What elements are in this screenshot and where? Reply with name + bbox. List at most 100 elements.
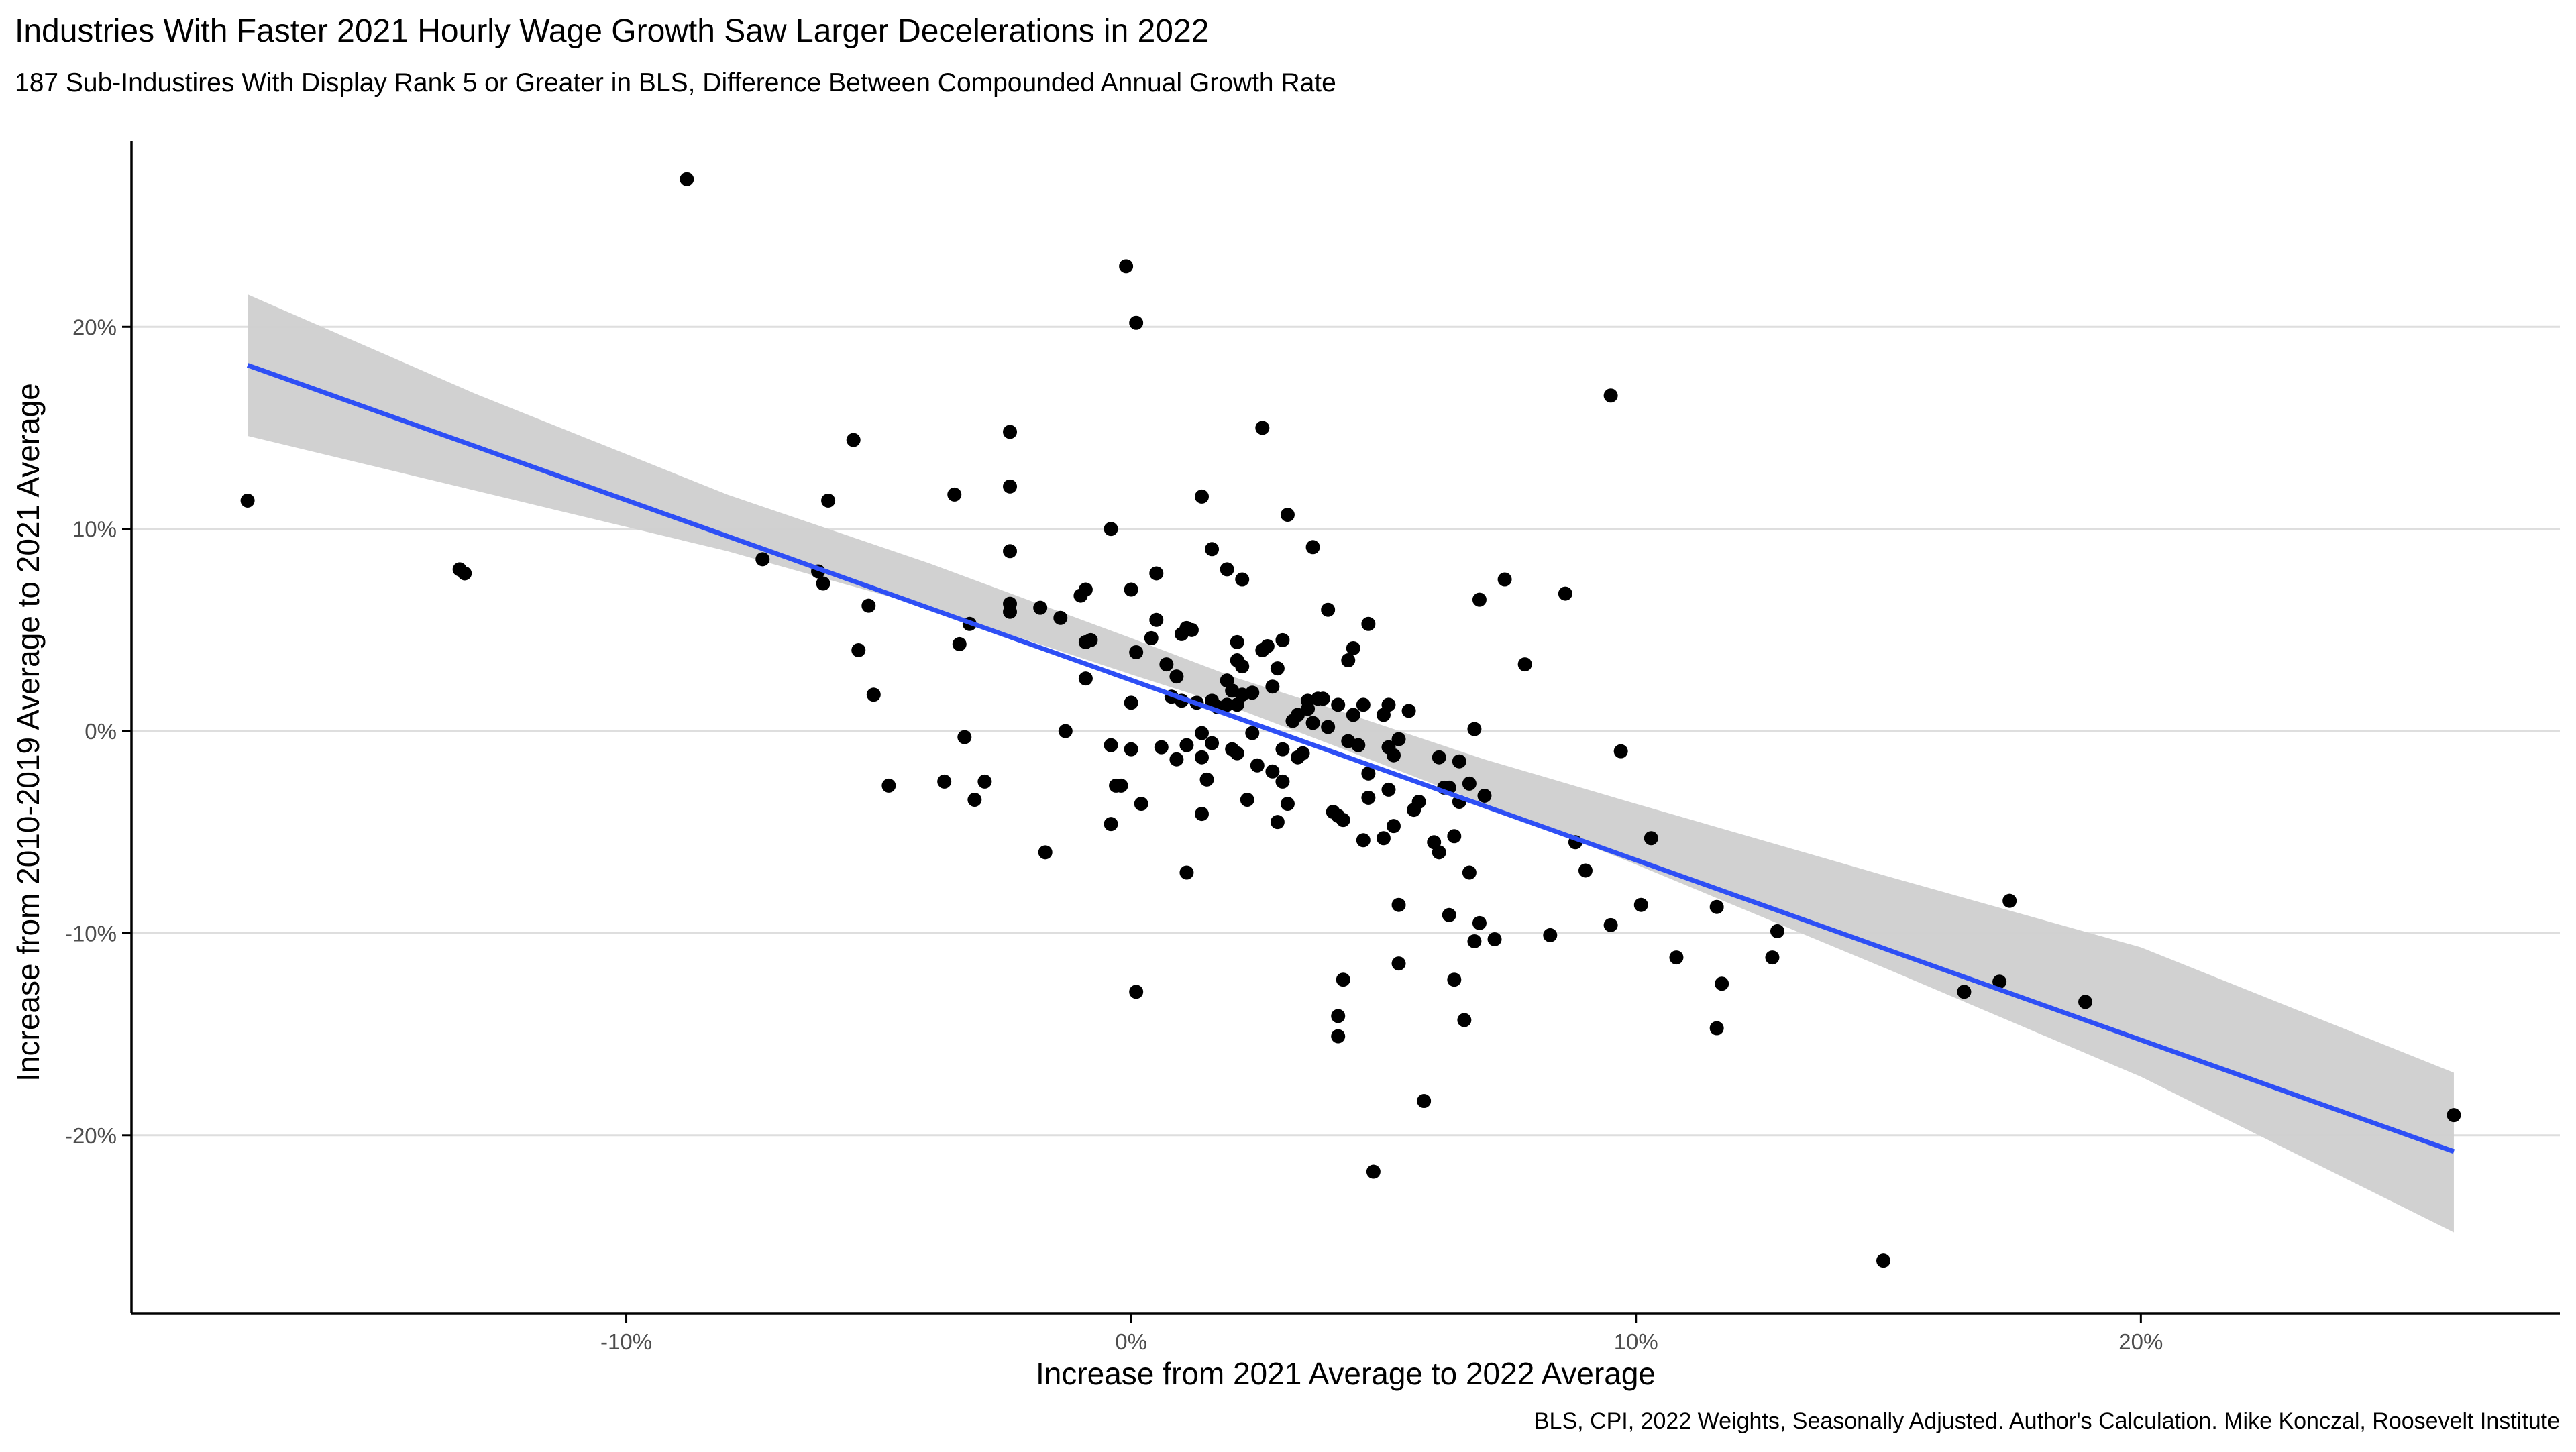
data-point xyxy=(1361,790,1376,805)
data-point xyxy=(1603,388,1618,403)
data-point xyxy=(1265,764,1280,779)
data-point xyxy=(1245,726,1260,740)
chart-title: Industries With Faster 2021 Hourly Wage … xyxy=(15,13,1209,49)
data-point xyxy=(1432,845,1446,860)
data-point xyxy=(1245,685,1260,700)
data-point xyxy=(1129,645,1144,659)
data-point xyxy=(1119,259,1134,274)
data-point xyxy=(1321,602,1336,617)
data-point xyxy=(846,433,861,447)
data-point xyxy=(1179,865,1194,880)
data-point xyxy=(1250,758,1265,773)
data-point xyxy=(1305,540,1320,555)
data-point xyxy=(1472,915,1487,930)
data-point xyxy=(1124,695,1138,710)
data-point xyxy=(1765,950,1780,965)
data-point xyxy=(1114,778,1128,793)
axes xyxy=(122,141,2560,1323)
data-point xyxy=(1992,974,2007,989)
data-point xyxy=(1462,865,1477,880)
data-point xyxy=(967,792,982,807)
data-point xyxy=(1876,1253,1891,1268)
y-tick-label: 10% xyxy=(72,517,117,542)
data-point xyxy=(680,172,694,186)
data-point xyxy=(1033,600,1048,615)
data-point xyxy=(1447,972,1462,987)
data-point xyxy=(821,493,836,508)
data-point xyxy=(816,576,830,591)
data-point xyxy=(1487,932,1502,946)
data-point xyxy=(1543,928,1558,942)
data-point xyxy=(1184,622,1199,637)
data-point xyxy=(1083,632,1098,647)
fit-line-layer xyxy=(246,363,2455,1154)
data-point xyxy=(1613,744,1628,759)
chart-subtitle: 187 Sub-Industires With Display Rank 5 o… xyxy=(15,68,1336,97)
data-point xyxy=(1291,708,1305,722)
data-point xyxy=(1391,732,1406,746)
data-point xyxy=(1230,634,1244,649)
fit-line xyxy=(246,363,2455,1154)
data-point xyxy=(1179,738,1194,752)
data-point xyxy=(1386,819,1401,834)
data-point xyxy=(1447,829,1462,844)
data-point xyxy=(947,487,962,502)
data-point xyxy=(1235,659,1250,674)
data-point xyxy=(1270,661,1285,676)
data-point xyxy=(458,566,472,581)
data-point xyxy=(1366,1164,1381,1179)
data-point xyxy=(1169,752,1184,767)
data-point xyxy=(1154,740,1169,755)
data-point xyxy=(1220,562,1234,577)
data-point xyxy=(866,687,881,702)
y-tick-label: -10% xyxy=(65,921,117,946)
data-point xyxy=(1104,738,1118,752)
data-point xyxy=(1275,774,1290,789)
data-point xyxy=(1149,566,1164,581)
confidence-band xyxy=(248,294,2454,1233)
data-point xyxy=(1270,815,1285,830)
data-point xyxy=(1205,542,1220,557)
data-point xyxy=(952,636,967,651)
data-point xyxy=(1280,797,1295,812)
data-point xyxy=(1260,638,1275,653)
data-point xyxy=(2002,893,2017,908)
data-point xyxy=(1472,592,1487,607)
data-point xyxy=(1432,750,1446,765)
data-point xyxy=(1381,697,1396,712)
data-point xyxy=(1240,792,1254,807)
data-point xyxy=(1220,697,1234,712)
data-point xyxy=(1669,950,1684,965)
data-point xyxy=(1467,722,1482,736)
data-point xyxy=(1341,653,1356,668)
data-point xyxy=(1356,833,1371,848)
data-point xyxy=(1457,1013,1472,1027)
data-point xyxy=(1038,845,1053,860)
data-point xyxy=(1129,985,1144,999)
data-point xyxy=(1361,616,1376,631)
data-point xyxy=(1129,315,1144,330)
data-point xyxy=(1331,697,1346,712)
data-point xyxy=(1003,604,1018,619)
data-point xyxy=(1336,972,1350,987)
data-point xyxy=(1578,863,1593,878)
data-point xyxy=(977,774,992,789)
data-point xyxy=(1144,630,1159,645)
chart-caption: BLS, CPI, 2022 Weights, Seasonally Adjus… xyxy=(1534,1408,2560,1434)
data-point xyxy=(1275,632,1290,647)
data-point xyxy=(1230,746,1244,761)
data-point xyxy=(1235,572,1250,587)
data-point xyxy=(1633,897,1648,912)
data-point xyxy=(1195,750,1210,765)
data-point xyxy=(1305,716,1320,730)
data-point xyxy=(1391,956,1406,971)
data-point xyxy=(1558,586,1572,601)
data-point xyxy=(1709,1021,1724,1036)
data-point xyxy=(1199,772,1214,787)
data-point xyxy=(1003,425,1018,439)
data-point xyxy=(1295,746,1310,761)
data-point xyxy=(1477,788,1492,803)
data-point xyxy=(1104,522,1118,537)
data-point xyxy=(1452,754,1466,769)
